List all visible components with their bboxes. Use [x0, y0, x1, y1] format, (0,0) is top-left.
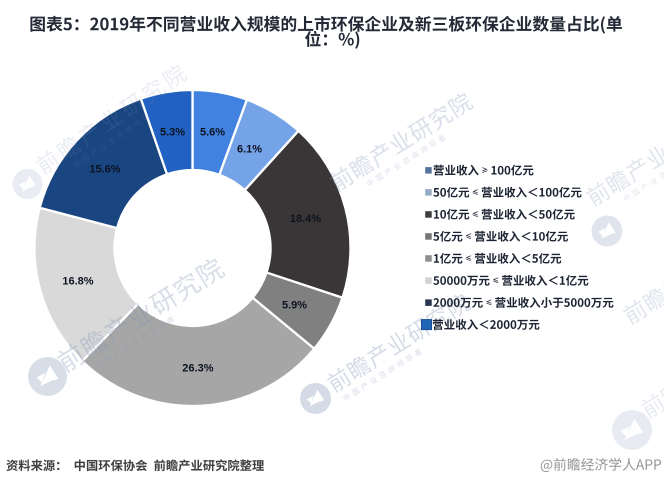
svg-text:5.9%: 5.9% [282, 299, 307, 311]
svg-text:15.6%: 15.6% [89, 163, 120, 175]
svg-text:6.1%: 6.1% [237, 143, 262, 155]
svg-text:26.3%: 26.3% [182, 362, 213, 374]
svg-text:5.3%: 5.3% [160, 126, 185, 138]
svg-text:5.6%: 5.6% [200, 126, 225, 138]
svg-text:18.4%: 18.4% [290, 213, 321, 225]
svg-text:16.8%: 16.8% [62, 275, 93, 287]
